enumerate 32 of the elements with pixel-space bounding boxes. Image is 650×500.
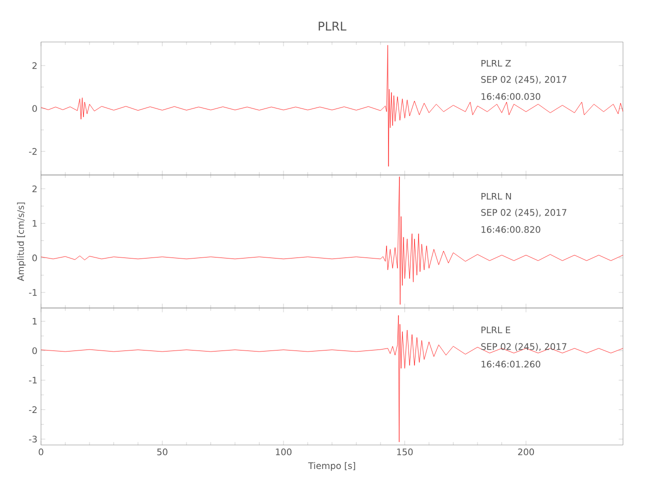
y-tick-label: -1 [28,289,37,296]
line-series [41,45,624,167]
y-tick-label: 0 [32,347,37,354]
line-series [41,176,624,305]
annotation: SEP 02 (245), 2017 [481,343,566,352]
x-tick-label: 0 [38,448,44,456]
x-tick-label: 150 [397,448,413,456]
annotation: PLRL Z [481,60,511,67]
y-tick-label: 1 [32,220,37,227]
y-tick-label: 1 [32,318,37,325]
y-tick-label: -1 [28,376,37,384]
annotation: SEP 02 (245), 2017 [481,76,566,84]
y-tick-label: 2 [32,185,37,192]
y-tick-label: 0 [32,254,37,262]
x-tick-label: 50 [157,448,168,456]
y-tick-label: 0 [32,105,37,112]
y-tick-label: -2 [28,148,37,155]
annotation: PLRL N [481,193,511,200]
annotation: PLRL E [481,326,510,334]
x-tick-label: 100 [276,448,292,456]
y-axis-title: Amplitud [cm/s/s] [17,202,26,282]
y-tick-label: -3 [28,436,37,442]
chart-title: PLRL [318,22,346,30]
annotation: SEP 02 (245), 2017 [481,208,566,217]
annotation: 16:46:01.260 [482,360,540,368]
annotation: 16:46:00.820 [482,226,540,233]
y-tick-label: -2 [28,406,37,413]
x-axis-title: Tiempo [s] [308,462,356,471]
line-series [41,315,624,442]
x-tick-label: 200 [518,448,534,456]
annotation: 16:46:00.030 [482,93,540,100]
y-tick-label: 2 [32,62,37,69]
